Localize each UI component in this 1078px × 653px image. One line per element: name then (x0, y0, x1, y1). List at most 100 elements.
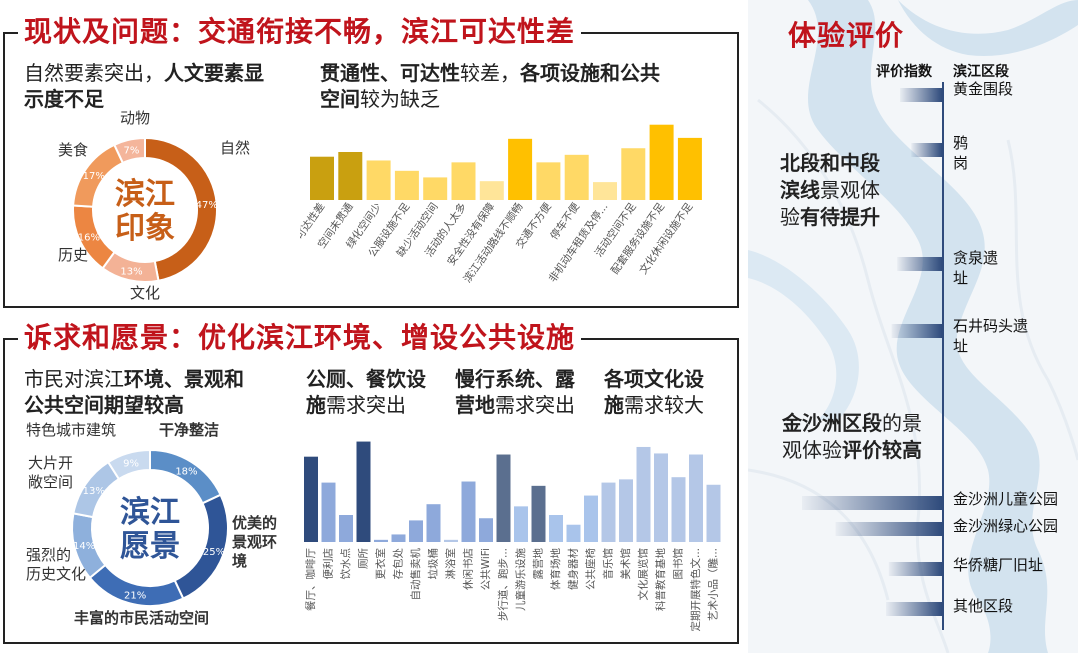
top-section-title: 现状及问题：交通衔接不畅，滨江可达性差 (18, 10, 582, 50)
bar-category-label-1: 便利店 (322, 548, 335, 580)
bar-21 (671, 477, 686, 542)
bar-6 (409, 520, 423, 542)
bar-11 (496, 454, 511, 542)
top-mid-caption-line2: 空间较为缺乏 (320, 86, 440, 112)
bar-8 (444, 539, 458, 542)
bar-10 (593, 182, 617, 200)
top-mid-caption-normal-a: 较差， (460, 61, 520, 85)
top-mid-caption-line1: 贯通性、可达性较差，各项设施和公共 (320, 60, 660, 86)
donut-value-label-4: 7% (124, 145, 140, 156)
eval-bar-0 (900, 88, 942, 102)
bar-category-label-10: 公共WiFi (480, 548, 492, 590)
bar-17 (601, 482, 616, 542)
donut-category-label-1: 优美的 (232, 514, 277, 532)
bar-4 (423, 177, 448, 200)
bar-9 (461, 481, 476, 542)
bar-12 (649, 124, 674, 200)
donut-value-label-0: 47% (196, 200, 218, 211)
eval-text-north-line2: 滨线景观体 (780, 177, 880, 204)
eval-text-north-normal: 景观体 (820, 178, 880, 202)
top-mid-caption-bold-a: 贯通性、可达性 (320, 61, 460, 85)
donut-value-label-1: 25% (203, 547, 225, 558)
eval-bar-6 (888, 562, 942, 576)
bar-7 (426, 504, 441, 542)
bar-category-label-0: 餐厅、咖啡厅 (304, 548, 317, 611)
top-left-caption-line2: 示度不足 (24, 87, 104, 111)
donut-center-label-1: 愿景 (120, 529, 180, 564)
donut-value-label-3: 17% (83, 171, 105, 182)
eval-label-jinshazhou-green: 金沙洲绿心公园 (953, 517, 1059, 535)
bar-category-label-3: 厕所 (358, 548, 370, 569)
bottom-left-caption-line1: 市民对滨江环境、景观和 (24, 366, 244, 392)
bar-category-label-20: 科普教育基地 (654, 548, 667, 611)
demand-caption-2-bold: 营地 (455, 393, 495, 417)
bar-category-label-15: 健身器材 (567, 548, 580, 590)
bar-15 (566, 524, 581, 542)
donut-category-label-3: 历史文化 (26, 565, 86, 583)
bar-5 (391, 534, 406, 542)
donut-category-label-1: 文化 (130, 284, 160, 302)
demand-caption-3: 各项文化设 施需求较大 (604, 366, 704, 418)
eval-text-jinshazhou: 金沙洲区段的景 观体验评价较高 (782, 410, 922, 464)
bar-18 (619, 479, 633, 542)
bar-category-label-4: 更衣室 (374, 548, 387, 580)
eval-text-north-line3: 验有待提升 (780, 204, 880, 231)
donut-center-label-1: 印象 (115, 211, 175, 246)
eval-text-jinshazhou-normal: 的景 (882, 411, 922, 435)
donut-category-label-1: 景观环 (232, 533, 277, 551)
demand-caption-3-bold: 施 (604, 393, 624, 417)
bar-16 (584, 495, 598, 542)
bar-4 (374, 539, 388, 542)
donut-category-label-4: 敞空间 (28, 473, 73, 491)
bar-22 (689, 454, 703, 542)
bar-5 (451, 162, 476, 200)
eval-text-jinshazhou-bold: 金沙洲区段 (782, 411, 882, 435)
donut-category-label-2: 历史 (58, 246, 88, 264)
bar-category-label-12: 儿童游乐设施 (514, 548, 527, 611)
bar-category-label-8: 淋浴室 (444, 548, 457, 580)
eval-label-others: 其他区段 (953, 597, 1014, 615)
bar-category-label-21: 图书馆 (672, 548, 685, 580)
demand-caption-3-line2: 施需求较大 (604, 392, 704, 418)
bottom-section-title: 诉求和愿景：优化滨江环境、增设公共设施 (18, 316, 582, 356)
eval-bar-7 (886, 602, 942, 616)
bar-category-label-6: 自动售卖机 (409, 548, 422, 601)
bar-category-label-14: 体育场地 (549, 548, 562, 590)
bar-7 (508, 138, 533, 200)
eval-label-jinshazhou-children: 金沙洲儿童公园 (953, 490, 1059, 508)
eval-label-yagang: 鸦岗 (953, 134, 969, 172)
bar-category-label-16: 公共座椅 (584, 548, 597, 590)
bottom-left-caption-line2: 公共空间期望较高 (24, 393, 184, 417)
map-road-3 (1006, 139, 1078, 461)
demand-caption-2: 慢行系统、露 营地需求突出 (455, 366, 575, 418)
eval-label-huangjinwei: 黄金围段 (953, 80, 1014, 98)
eval-text-jinshazhou-line2: 观体验评价较高 (782, 437, 922, 464)
top-left-caption-normal: 自然要素突出， (24, 61, 164, 85)
eval-label-huaqiao: 华侨糖厂旧址 (953, 556, 1044, 574)
bar-19 (636, 446, 651, 542)
demand-caption-1-bold: 施 (306, 393, 326, 417)
eval-score-header: 评价指数 (876, 64, 932, 80)
demand-caption-2-normal: 需求突出 (495, 393, 575, 417)
donut-category-label-3: 美食 (58, 141, 88, 159)
donut-value-label-3: 14% (73, 541, 95, 552)
problems-bar-chart: 可达性差空间未贯通绿化空间少公服设施不足缺少活动空间活动的人太多安全性没有保障滨… (300, 124, 702, 285)
bar-0 (310, 156, 334, 200)
demand-caption-2-line1: 慢行系统、露 (455, 367, 575, 391)
donut-value-label-2: 21% (124, 590, 146, 601)
bar-1 (321, 482, 336, 542)
bar-13 (531, 485, 546, 542)
donut-slice-5 (106, 448, 151, 481)
bar-1 (338, 152, 363, 200)
bar-category-label-17: 音乐馆 (602, 548, 615, 580)
eval-bar-1 (911, 143, 942, 157)
bar-12 (514, 506, 528, 542)
donut-category-label-2: 丰富的市民活动空间 (74, 609, 209, 627)
bar-14 (549, 515, 563, 542)
bottom-left-caption-normal: 市民对滨江 (24, 367, 124, 391)
eval-axis-line (942, 82, 944, 630)
bar-3 (356, 441, 371, 542)
bar-3 (394, 170, 419, 200)
donut-slice-0 (144, 136, 218, 282)
top-left-caption-line1: 自然要素突出，人文要素显 (24, 60, 264, 86)
